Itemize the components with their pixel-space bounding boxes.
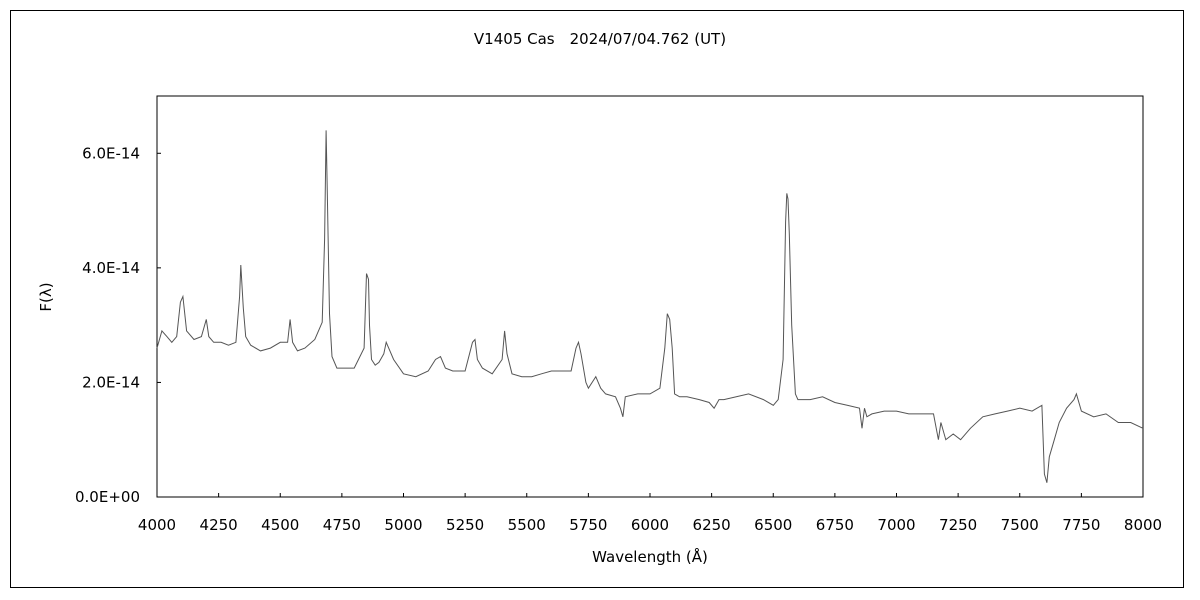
x-tick-label: 8000 <box>1124 516 1162 534</box>
x-tick-label: 5500 <box>508 516 546 534</box>
x-tick-label: 5750 <box>569 516 607 534</box>
y-tick-label: 0.0E+00 <box>75 488 140 506</box>
x-tick-label: 6000 <box>631 516 669 534</box>
series-group <box>156 130 1144 483</box>
x-tick-label: 6750 <box>816 516 854 534</box>
y-axis-ticks: 0.0E+00 2.0E-14 4.0E-14 6.0E-14 <box>75 144 161 506</box>
spectrum-line <box>156 130 1144 483</box>
x-tick-label: 5250 <box>446 516 484 534</box>
x-tick-label: 4750 <box>323 516 361 534</box>
x-tick-label: 4250 <box>200 516 238 534</box>
x-tick-label: 6250 <box>693 516 731 534</box>
plot-area <box>156 95 1144 498</box>
x-axis-label: Wavelength (Å) <box>592 547 708 566</box>
x-tick-label: 7000 <box>877 516 915 534</box>
y-tick-label: 6.0E-14 <box>82 144 140 162</box>
x-axis-ticks: 4000 4250 4500 4750 5000 5250 5500 5750 6000 6250… <box>138 493 1162 534</box>
x-tick-label: 6500 <box>754 516 792 534</box>
y-axis-label: F(λ) <box>37 282 55 311</box>
chart-frame <box>10 10 1184 588</box>
x-tick-label: 4000 <box>138 516 176 534</box>
y-tick-label: 2.0E-14 <box>82 373 140 391</box>
x-tick-label: 7250 <box>939 516 977 534</box>
x-tick-label: 5000 <box>384 516 422 534</box>
y-tick-label: 4.0E-14 <box>82 259 140 277</box>
x-tick-label: 7750 <box>1062 516 1100 534</box>
chart-title: V1405 Cas 2024/07/04.762 (UT) <box>474 30 726 48</box>
x-tick-label: 4500 <box>261 516 299 534</box>
x-tick-label: 7500 <box>1001 516 1039 534</box>
